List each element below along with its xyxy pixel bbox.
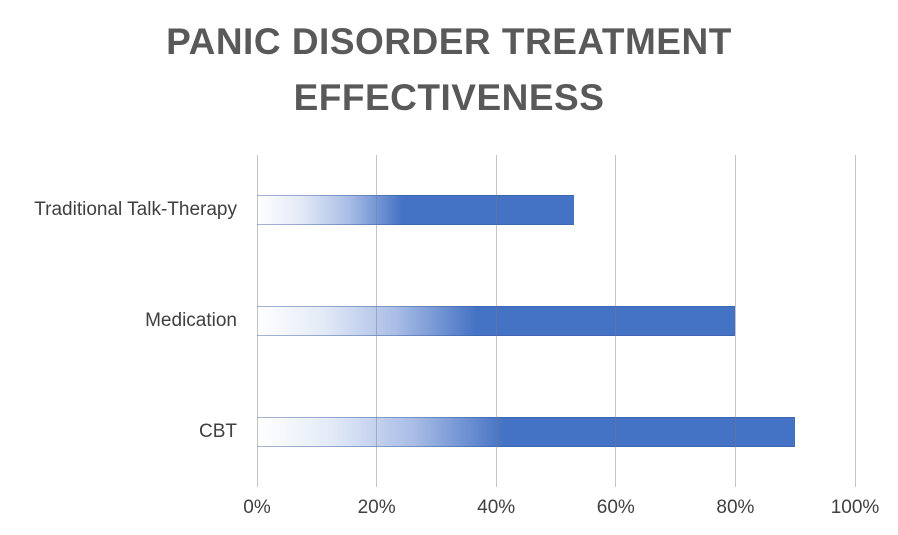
x-tick-label-60: 60% [596,497,635,518]
chart-title-line-1: PANIC DISORDER TREATMENT [166,21,732,62]
gridline-100 [854,155,856,487]
category-label-medication: Medication [145,310,237,331]
x-tick-label-20: 20% [357,497,396,518]
plot-area [256,155,856,487]
gridline-20 [376,155,378,487]
chart-title-line-2: EFFECTIVENESS [293,77,605,118]
gridline-0 [256,155,258,487]
gridline-40 [495,155,497,487]
category-label-cbt: CBT [199,420,237,442]
category-label-traditional-talk-therapy: Traditional Talk-Therapy [34,199,237,221]
x-tick-label-40: 40% [477,497,516,518]
gridline-80 [734,155,736,487]
bar-cbt [257,416,796,447]
x-tick-label-80: 80% [716,497,755,518]
bar-medication [257,306,736,336]
x-tick-label-100: 100% [830,497,880,518]
gridline-60 [615,155,617,487]
x-tick-label-0: 0% [243,497,271,518]
chart-title: PANIC DISORDER TREATMENT EFFECTIVENESS [0,14,898,126]
bar-traditional-talk-therapy [257,195,574,226]
